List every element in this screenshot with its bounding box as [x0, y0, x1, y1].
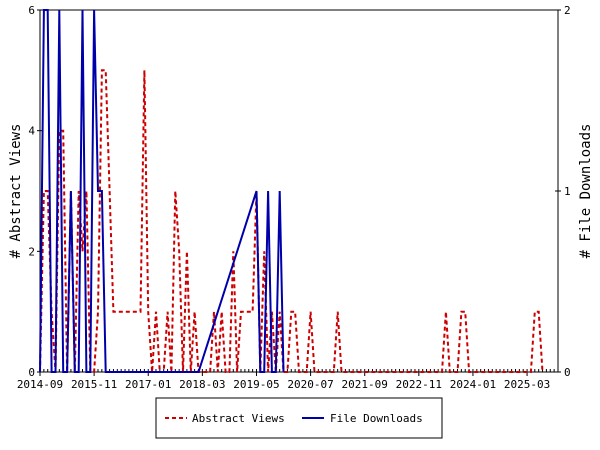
x-tick-label: 2019-05 [233, 378, 279, 391]
y-left-tick-label: 4 [28, 125, 35, 138]
x-tick-label: 2024-01 [450, 378, 496, 391]
x-tick-label: 2025-03 [504, 378, 550, 391]
y-right-axis-title: # File Downloads [578, 124, 594, 259]
x-tick-label: 2015-11 [71, 378, 117, 391]
x-tick-label: 2017-01 [125, 378, 171, 391]
y-right-tick-label: 2 [564, 4, 571, 17]
x-tick-label: 2018-03 [179, 378, 225, 391]
tick-labels: 2014-09 2015-11 2017-01 2018-03 2019-05 2020-… [17, 4, 571, 391]
x-tick-label: 2021-09 [342, 378, 388, 391]
y-right-tick-label: 0 [564, 366, 571, 379]
y-left-tick-label: 2 [28, 245, 35, 258]
x-tick-label: 2014-09 [17, 378, 63, 391]
x-tick-label: 2022-11 [396, 378, 442, 391]
legend-label-abstract-views: Abstract Views [192, 412, 285, 425]
series-layer [39, 9, 544, 373]
y-right-tick-label: 1 [564, 185, 571, 198]
x-tick-label: 2020-07 [287, 378, 333, 391]
plot-area [39, 9, 559, 373]
y-left-axis-title: # Abstract Views [8, 124, 24, 259]
y-left-tick-label: 6 [28, 4, 35, 17]
legend: Abstract Views File Downloads [155, 397, 443, 439]
legend-box [155, 397, 443, 439]
series-line-file-downloads [39, 9, 285, 373]
legend-label-file-downloads: File Downloads [330, 412, 423, 425]
series-line-abstract-views [39, 69, 544, 373]
y-left-tick-label: 0 [28, 366, 35, 379]
